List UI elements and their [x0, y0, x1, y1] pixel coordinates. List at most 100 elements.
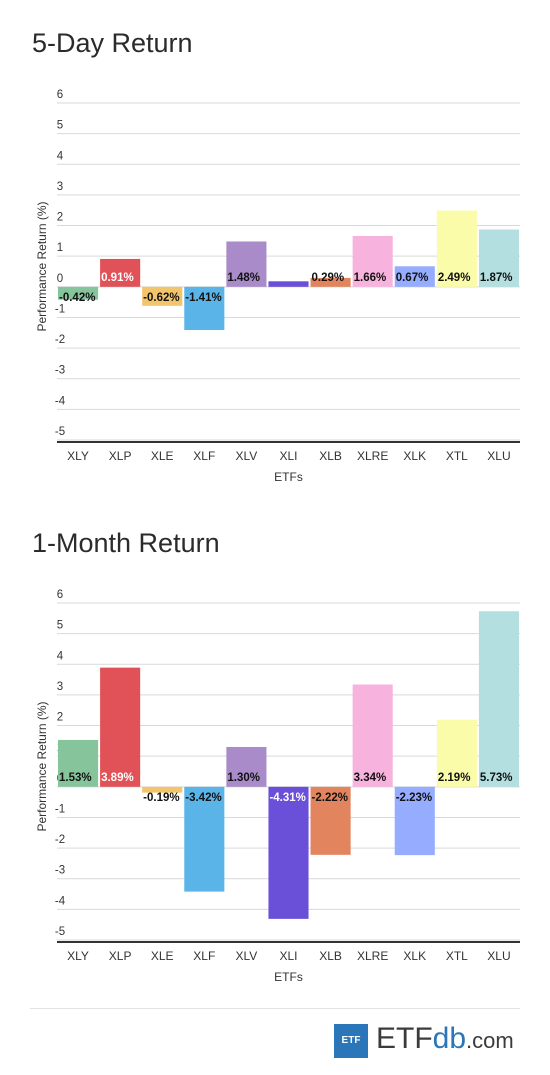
x-tick-label: XLK: [403, 449, 426, 463]
logo-tld: .com: [466, 1028, 514, 1053]
x-tick-label: XLY: [67, 949, 89, 963]
logo-badge: ETF: [334, 1024, 368, 1058]
data-label: 0.67%: [396, 272, 429, 284]
data-label: 0.18%: [269, 272, 302, 284]
chart-1-month-return: 1-Month Return 6543210-1-2-3-4-5Performa…: [0, 500, 550, 995]
y-tick-label: 0: [57, 273, 63, 285]
bar-xly: [58, 286, 99, 300]
y-tick-label: -4: [55, 895, 66, 907]
data-label: 0.29%: [312, 272, 345, 284]
data-label: -3.42%: [185, 792, 221, 804]
data-label: -0.42%: [59, 292, 95, 304]
x-tick-label: XLU: [487, 949, 510, 963]
data-label: 2.49%: [438, 272, 471, 284]
y-tick-label: -3: [55, 365, 65, 377]
bar-xlp: [100, 667, 141, 787]
data-label: 1.66%: [354, 272, 387, 284]
y-tick-label: 5: [57, 120, 63, 132]
x-tick-label: XLRE: [357, 949, 388, 963]
bar-xlf: [184, 286, 225, 331]
chart-title: 1-Month Return: [32, 528, 220, 558]
bar-xlb: [310, 277, 351, 287]
bar-xlv: [226, 241, 267, 287]
y-tick-label: -1: [55, 803, 65, 815]
y-tick-label: -2: [55, 334, 65, 346]
logo-wordmark: ETFdb.com: [376, 1022, 514, 1056]
data-label: 1.53%: [59, 772, 92, 784]
logo-db: db: [432, 1022, 467, 1055]
bar-xli: [268, 786, 309, 919]
y-tick-label: 4: [57, 650, 64, 662]
data-label: 2.19%: [438, 772, 471, 784]
bar-xtl: [436, 210, 477, 287]
bar-xtl: [436, 719, 477, 787]
bar-xlf: [184, 786, 225, 892]
bar-xlk: [394, 266, 435, 287]
y-tick-label: -5: [55, 926, 65, 938]
data-label: 1.30%: [227, 772, 260, 784]
bar-xli: [268, 281, 309, 287]
x-tick-label: XLRE: [357, 449, 388, 463]
y-tick-label: -2: [55, 834, 65, 846]
data-label: -0.19%: [143, 792, 179, 804]
bar-xly: [58, 739, 99, 787]
bar-xlv: [226, 746, 267, 787]
chart-5-day-return: 5-Day Return 6 5 4 3 2 1 0 -1 -2 -3 -4 -5 Performanc…: [0, 0, 550, 500]
x-tick-label: XTL: [446, 449, 468, 463]
data-label: -0.62%: [143, 292, 179, 304]
y-tick-label: -3: [55, 865, 65, 877]
y-tick-label: 3: [57, 681, 63, 693]
data-label: 1.87%: [480, 272, 513, 284]
data-label: -2.22%: [312, 792, 348, 804]
y-tick-label: 2: [57, 212, 63, 224]
data-label: 3.34%: [354, 772, 387, 784]
x-tick-label: XLI: [279, 949, 297, 963]
x-tick-label: XLB: [319, 449, 342, 463]
bar-xlp: [100, 258, 141, 287]
bar-xlb: [310, 786, 351, 855]
y-tick-label: 5: [57, 620, 63, 632]
data-label: -1.41%: [185, 292, 221, 304]
logo-etf: ETF: [376, 1022, 433, 1055]
bar-xle: [142, 286, 183, 306]
bar-xlu: [478, 611, 519, 787]
x-tick-label: XTL: [446, 949, 468, 963]
x-tick-label: XLV: [236, 949, 258, 963]
y-tick-label: -1: [55, 303, 65, 315]
x-tick-label: XLP: [109, 949, 132, 963]
footer-divider: [30, 1008, 520, 1009]
x-tick-label: XLK: [403, 949, 426, 963]
bar-xlk: [394, 786, 435, 856]
x-tick-label: XLF: [193, 949, 215, 963]
data-label: 3.89%: [101, 772, 134, 784]
data-label: -4.31%: [269, 792, 305, 804]
y-tick-label: 3: [57, 181, 63, 193]
y-tick-label: -4: [55, 395, 66, 407]
y-tick-label: 1: [57, 242, 63, 254]
bar-xlu: [478, 229, 519, 287]
chart-title: 5-Day Return: [32, 28, 193, 58]
y-tick-label: 6: [57, 589, 63, 601]
x-axis-label: ETFs: [274, 470, 303, 484]
y-tick-label: -5: [55, 426, 65, 438]
y-tick-label: 2: [57, 712, 63, 724]
x-tick-label: XLE: [151, 449, 174, 463]
y-tick-label: 6: [57, 89, 63, 101]
data-label: 5.73%: [480, 772, 513, 784]
x-tick-label: XLY: [67, 449, 89, 463]
x-tick-label: XLU: [487, 449, 510, 463]
x-tick-label: XLP: [109, 449, 132, 463]
x-tick-label: XLB: [319, 949, 342, 963]
bar-xle: [142, 786, 183, 793]
y-tick-label: 4: [57, 150, 64, 162]
x-tick-label: XLE: [151, 949, 174, 963]
bar-xlre: [352, 235, 393, 287]
x-tick-label: XLF: [193, 449, 215, 463]
grid: [57, 102, 520, 441]
bar-xlre: [352, 684, 393, 787]
y-axis-label: Performance Return (%): [35, 201, 49, 331]
x-axis-label: ETFs: [274, 970, 303, 984]
data-label: 0.91%: [101, 272, 134, 284]
data-label: -2.23%: [396, 792, 432, 804]
